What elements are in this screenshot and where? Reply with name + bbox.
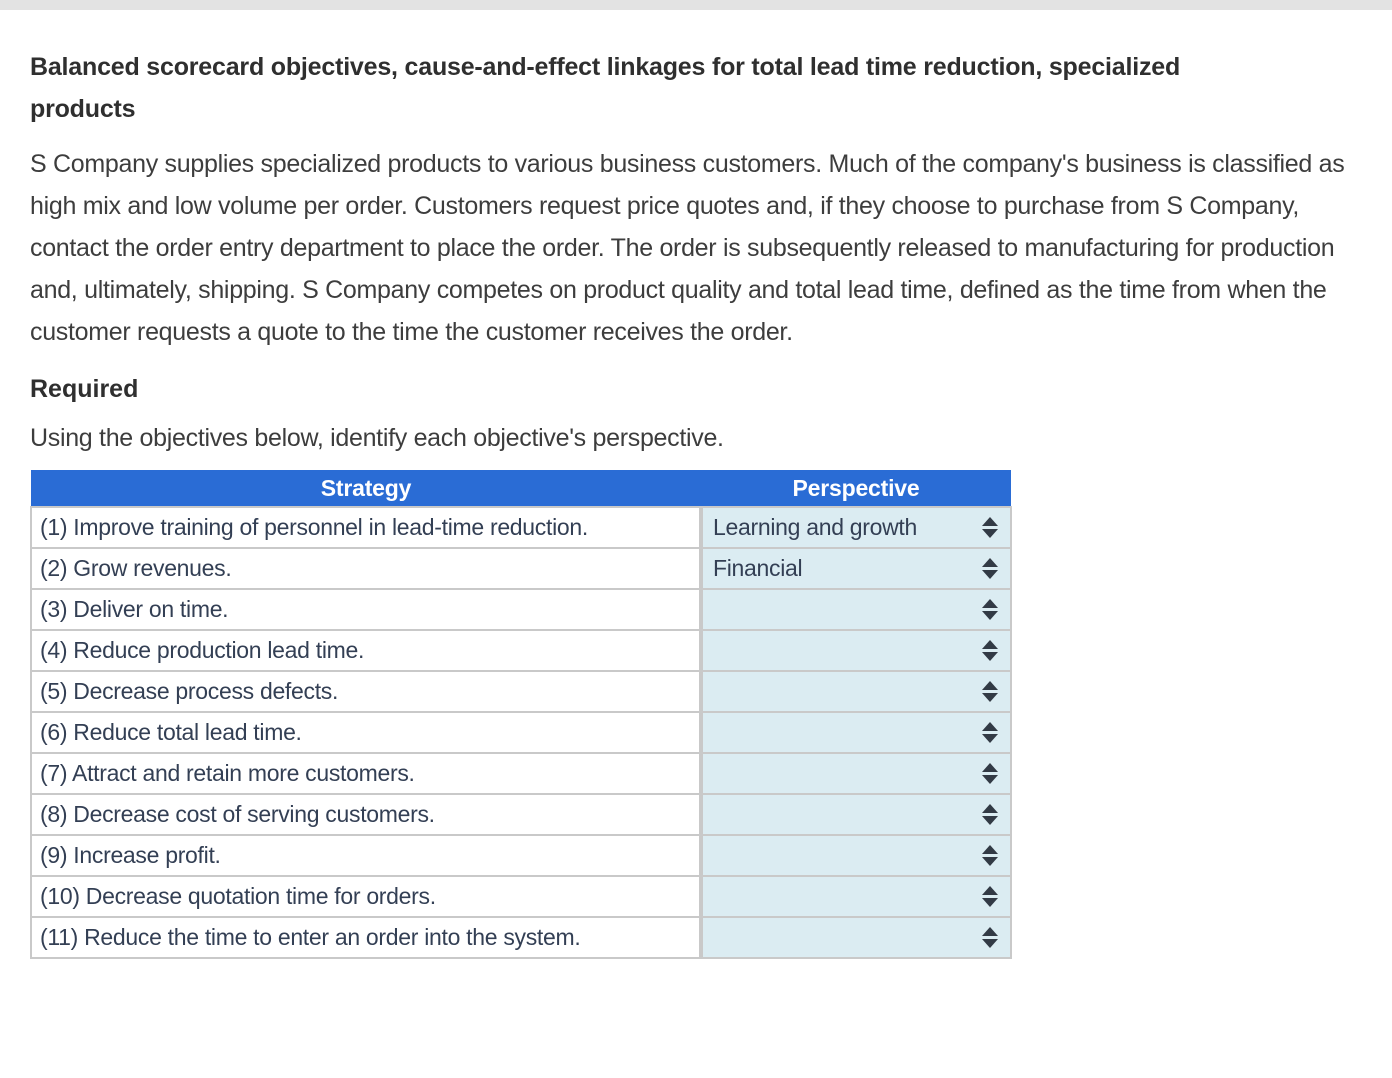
perspective-value: Financial (713, 555, 803, 581)
table-row: (9) Increase profit. (30, 834, 1012, 877)
strategy-cell: (10) Decrease quotation time for orders. (30, 875, 703, 918)
page-title: Balanced scorecard objectives, cause-and… (30, 53, 1181, 123)
required-heading: Required (30, 375, 139, 403)
up-down-arrows-icon (982, 640, 998, 661)
up-down-arrows-icon (982, 886, 998, 907)
strategy-cell: (4) Reduce production lead time. (30, 629, 703, 672)
instruction-text: Using the objectives below, identify eac… (30, 424, 724, 452)
strategy-cell: (5) Decrease process defects. (30, 670, 703, 713)
perspective-select[interactable] (700, 670, 1012, 713)
strategy-cell: (2) Grow revenues. (30, 547, 703, 590)
top-divider-bar (0, 0, 1392, 10)
exercise-content: Balanced scorecard objectives, cause-and… (0, 10, 1392, 959)
perspective-select[interactable] (700, 834, 1012, 877)
up-down-arrows-icon (982, 517, 998, 538)
strategy-cell: (1) Improve training of personnel in lea… (30, 506, 703, 549)
strategy-cell: (6) Reduce total lead time. (30, 711, 703, 754)
intro-paragraph: S Company supplies specialized products … (30, 150, 1345, 346)
table-row: (5) Decrease process defects. (30, 670, 1012, 713)
table-row: (4) Reduce production lead time. (30, 629, 1012, 672)
strategy-cell: (11) Reduce the time to enter an order i… (30, 916, 703, 959)
up-down-arrows-icon (982, 558, 998, 579)
strategy-column-header: Strategy (31, 470, 701, 507)
table-row: (2) Grow revenues. Financial (30, 547, 1012, 590)
strategy-cell: (8) Decrease cost of serving customers. (30, 793, 703, 836)
table-row: (10) Decrease quotation time for orders. (30, 875, 1012, 918)
perspective-select[interactable] (700, 752, 1012, 795)
up-down-arrows-icon (982, 804, 998, 825)
table-row: (7) Attract and retain more customers. (30, 752, 1012, 795)
perspective-select[interactable] (700, 588, 1012, 631)
table-header-row: Strategy Perspective (31, 470, 1011, 507)
up-down-arrows-icon (982, 763, 998, 784)
up-down-arrows-icon (982, 599, 998, 620)
up-down-arrows-icon (982, 845, 998, 866)
perspective-select[interactable] (700, 793, 1012, 836)
strategy-cell: (7) Attract and retain more customers. (30, 752, 703, 795)
perspective-select[interactable]: Learning and growth (700, 506, 1012, 549)
perspective-select[interactable] (700, 629, 1012, 672)
table-row: (6) Reduce total lead time. (30, 711, 1012, 754)
table-row: (1) Improve training of personnel in lea… (30, 506, 1012, 549)
table-row: (8) Decrease cost of serving customers. (30, 793, 1012, 836)
perspective-select[interactable]: Financial (700, 547, 1012, 590)
perspective-select[interactable] (700, 711, 1012, 754)
table-row: (3) Deliver on time. (30, 588, 1012, 631)
up-down-arrows-icon (982, 927, 998, 948)
perspective-value: Learning and growth (713, 514, 918, 540)
perspectives-table: Strategy Perspective (1) Improve trainin… (30, 470, 1012, 959)
strategy-cell: (3) Deliver on time. (30, 588, 703, 631)
perspective-column-header: Perspective (701, 470, 1011, 507)
perspective-select[interactable] (700, 875, 1012, 918)
up-down-arrows-icon (982, 722, 998, 743)
table-row: (11) Reduce the time to enter an order i… (30, 916, 1012, 959)
perspective-select[interactable] (700, 916, 1012, 959)
strategy-cell: (9) Increase profit. (30, 834, 703, 877)
up-down-arrows-icon (982, 681, 998, 702)
